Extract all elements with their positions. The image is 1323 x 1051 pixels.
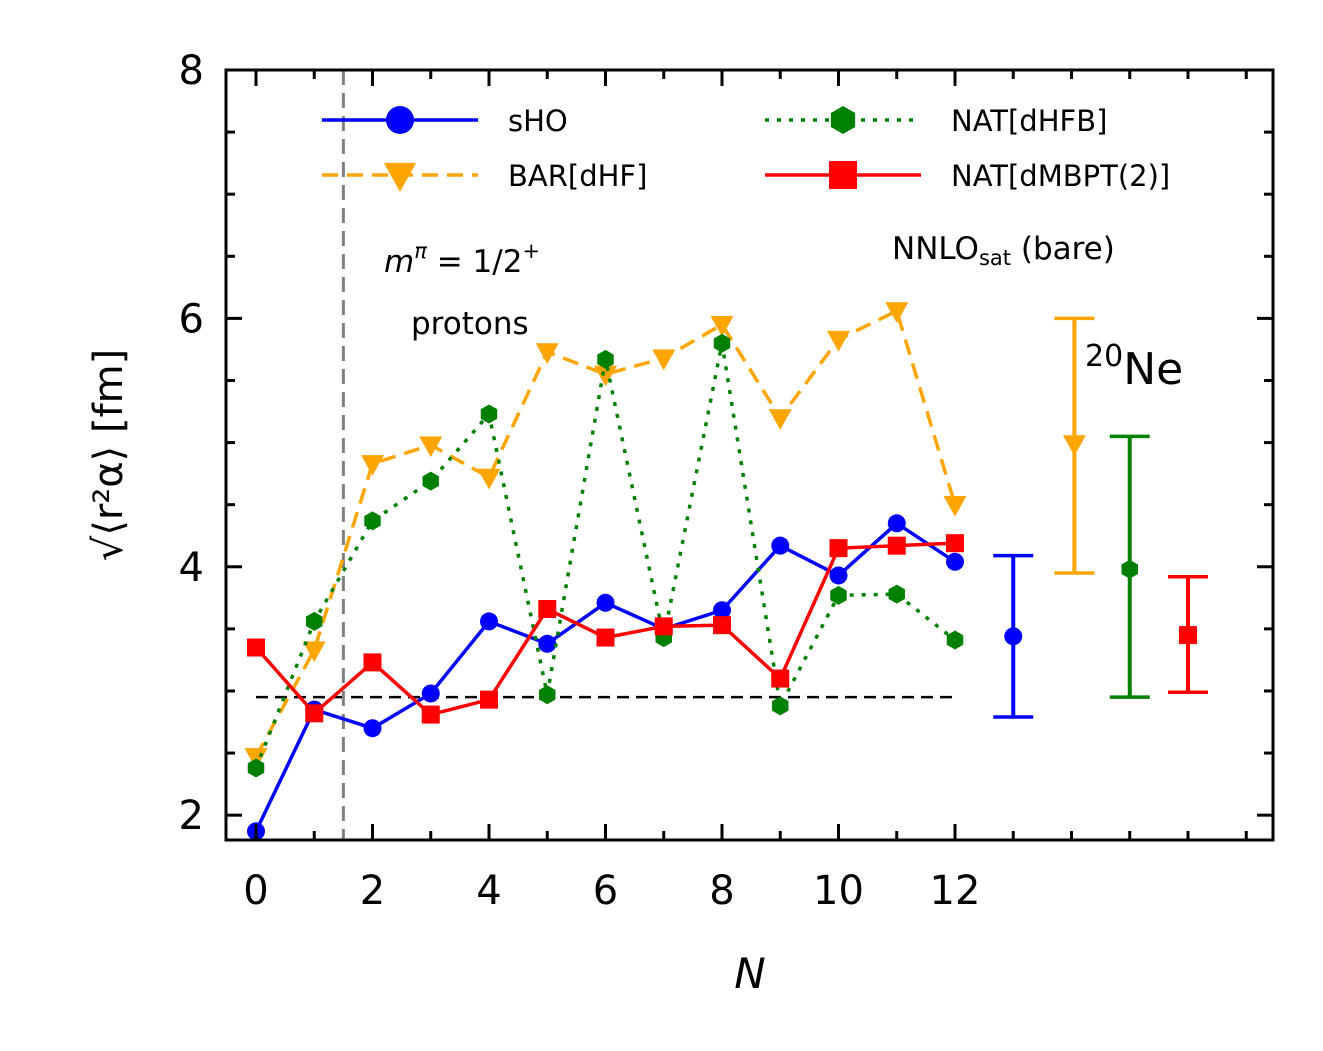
series-line	[254, 342, 957, 769]
legend-entry-sHO: sHO	[322, 104, 568, 138]
x-axis-label: N	[734, 949, 765, 998]
nucleus-label: 20Ne	[1085, 339, 1183, 395]
data-point	[480, 404, 498, 424]
protons-label: protons	[411, 306, 529, 342]
x-tick-label: 10	[813, 868, 864, 914]
series-NAT[dHFB]	[247, 333, 964, 778]
data-point	[652, 349, 676, 371]
error-bar-center	[1121, 559, 1138, 579]
data-point	[596, 593, 615, 612]
y-tick-label: 4	[179, 545, 204, 591]
data-point	[480, 612, 498, 631]
x-tick-label: 6	[593, 868, 618, 914]
data-point	[302, 641, 326, 663]
data-point	[885, 302, 909, 324]
y-tick-label: 6	[179, 296, 204, 342]
legend-label: sHO	[508, 104, 568, 138]
data-point	[772, 696, 789, 716]
data-point	[364, 511, 381, 531]
data-point	[422, 471, 439, 491]
data-point	[535, 343, 559, 364]
error-bars	[993, 316, 1208, 719]
data-point	[539, 685, 556, 705]
series-line	[254, 521, 956, 833]
data-point	[654, 617, 673, 636]
data-point	[594, 365, 617, 387]
x-tick-label: 12	[930, 868, 981, 914]
data-point	[768, 409, 792, 430]
data-point	[713, 616, 731, 635]
series-BAR[dHF]	[244, 302, 967, 769]
data-point	[887, 536, 906, 555]
data-point	[419, 436, 443, 458]
y-axis-label: √⟨r²α⟩ [fm]	[86, 349, 132, 562]
data-point	[829, 566, 848, 585]
y-tick-label: 8	[179, 48, 204, 94]
error-bar-center	[1179, 626, 1197, 645]
data-point	[306, 611, 323, 631]
data-point	[830, 585, 847, 605]
data-point	[888, 584, 905, 604]
error-bar-center	[1062, 435, 1086, 456]
data-point	[946, 534, 964, 553]
legend-marker	[829, 161, 857, 189]
data-point	[597, 349, 614, 369]
data-point	[946, 630, 964, 650]
data-point	[305, 704, 324, 723]
legend-entry-BAR[dHF]: BAR[dHF]	[322, 159, 647, 193]
legend-label: NAT[dHFB]	[951, 104, 1107, 138]
x-tick-label: 8	[709, 868, 734, 914]
data-point	[943, 496, 967, 517]
data-point	[363, 653, 382, 672]
reference-lines	[256, 70, 955, 840]
x-tick-label: 0	[243, 868, 268, 914]
interaction-label: NNLOsat (bare)	[892, 231, 1115, 270]
data-point	[827, 330, 850, 352]
data-point	[771, 536, 790, 555]
data-point	[247, 758, 265, 778]
legend-entry-NAT[dMBPT(2)]: NAT[dMBPT(2)]	[765, 159, 1170, 193]
error-bar-sHO	[993, 553, 1034, 719]
legend: sHO BAR[dHF] NAT[dHFB] NAT[dMBPT(2)]	[322, 104, 1170, 193]
data-point	[477, 468, 501, 490]
series-NAT[dMBPT(2)]	[247, 534, 964, 724]
data-point	[538, 600, 557, 618]
data-point	[421, 684, 440, 703]
data-point	[421, 705, 440, 724]
error-bar-NAT[dHFB]	[1109, 434, 1150, 699]
series-layer	[244, 302, 967, 841]
x-tick-label: 2	[360, 868, 385, 914]
data-point	[363, 719, 382, 738]
data-point	[771, 669, 790, 688]
error-bar-center	[1004, 627, 1023, 646]
legend-marker	[383, 162, 417, 192]
data-point	[538, 634, 557, 653]
data-point	[710, 315, 734, 337]
legend-marker	[386, 106, 414, 134]
data-point	[480, 690, 498, 709]
legend-label: BAR[dHF]	[508, 159, 647, 193]
error-bar-NAT[dMBPT(2)]	[1168, 574, 1208, 694]
data-point	[713, 333, 731, 353]
data-point	[946, 552, 964, 571]
error-bar-BAR[dHF]	[1054, 316, 1095, 575]
parity-label: mπ = 1/2+	[384, 239, 540, 280]
x-tick-label: 4	[476, 868, 501, 914]
data-point	[596, 628, 615, 647]
legend-entry-NAT[dHFB]: NAT[dHFB]	[765, 104, 1107, 138]
legend-label: NAT[dMBPT(2)]	[951, 159, 1170, 193]
legend-marker	[830, 106, 856, 134]
plot-frame	[224, 68, 1275, 842]
data-point	[829, 539, 848, 558]
data-point	[361, 455, 384, 476]
data-point	[887, 514, 906, 533]
data-point	[247, 638, 265, 657]
y-tick-label: 2	[179, 793, 204, 839]
data-point	[713, 601, 731, 620]
